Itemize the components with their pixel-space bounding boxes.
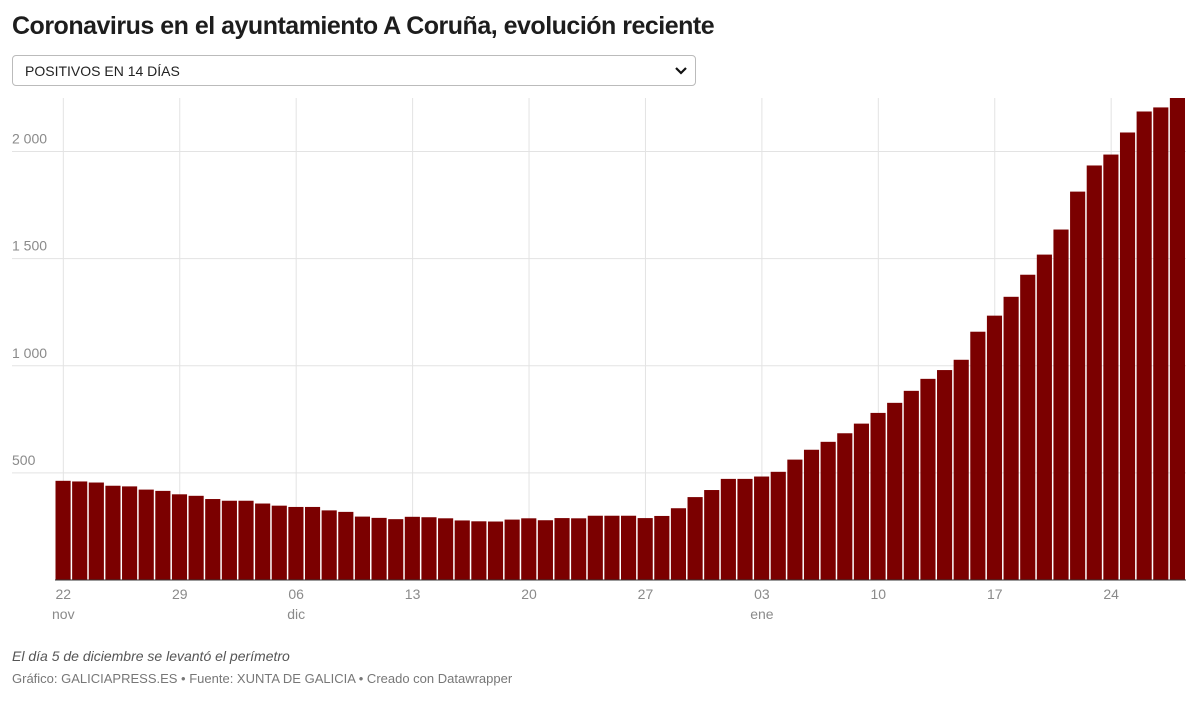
bar [1053,229,1069,580]
bar [587,515,603,580]
bar [321,510,337,580]
bar [55,480,71,580]
bar [138,489,154,580]
bar [238,500,254,580]
x-tick-label: 29 [172,586,188,602]
bar [438,518,454,580]
bar [820,441,836,580]
x-tick-label: 10 [871,586,887,602]
bar [521,518,537,580]
bar [637,518,653,580]
bar [937,370,953,580]
bar [1103,154,1119,580]
bar [105,485,121,580]
bar [1020,274,1036,580]
bar [903,390,919,580]
bar [770,471,786,580]
bar [537,520,553,580]
x-tick-label: 20 [521,586,537,602]
bar [304,506,321,580]
bar [1169,98,1185,580]
bar [388,519,404,580]
bar [271,505,287,580]
x-tick-label: 17 [987,586,1003,602]
bar [687,497,703,580]
bar [487,521,504,580]
source: Gráfico: GALICIAPRESS.ES • Fuente: XUNTA… [12,671,513,686]
bar [1136,111,1152,580]
bar [188,495,204,580]
bar [737,478,753,580]
bar [920,378,936,580]
bar [670,508,687,580]
bar [953,359,969,580]
x-month-label: ene [750,606,774,622]
bar [1153,107,1169,580]
bar [221,500,237,580]
bar [787,459,803,580]
bar [454,520,470,580]
y-tick-label: 500 [12,452,36,468]
bar [1070,191,1086,580]
x-tick-label: 03 [754,586,770,602]
bar [720,478,736,580]
note: El día 5 de diciembre se levantó el perí… [12,648,290,664]
x-month-label: nov [52,606,75,622]
bar [571,518,587,580]
x-tick-label: 24 [1103,586,1119,602]
bar [354,516,371,580]
bar [803,449,820,580]
x-tick-label: 22 [56,586,72,602]
bar [654,515,670,580]
bar [970,331,986,580]
bar [88,482,104,580]
bar [837,433,853,580]
bar [471,521,487,580]
y-tick-label: 1 500 [12,238,47,254]
bar [288,506,304,580]
x-tick-label: 06 [288,586,304,602]
bar [155,490,171,580]
bar [171,494,188,580]
x-month-label: dic [287,606,305,622]
bar [604,515,620,580]
bar [986,315,1003,580]
bar [621,515,637,580]
x-tick-label: 27 [638,586,654,602]
bar [371,517,387,580]
metric-dropdown[interactable]: POSITIVOS EN 14 DÍAS [12,55,696,86]
bar [1086,165,1102,581]
bar [1036,254,1052,581]
bar [122,486,138,580]
bar [1003,296,1019,580]
y-tick-label: 1 000 [12,345,47,361]
bar [338,511,354,580]
bar [754,476,770,580]
bar [870,412,886,580]
y-tick-label: 2 000 [12,131,47,147]
bar [554,518,570,580]
bar [72,481,88,580]
bar [421,517,437,580]
chart-title: Coronavirus en el ayuntamiento A Coruña,… [12,12,715,40]
x-tick-label: 13 [405,586,421,602]
bar [255,503,271,580]
bar [887,402,903,580]
bar [704,490,720,580]
bar [1119,132,1136,580]
bar [404,516,420,580]
dropdown-label: POSITIVOS EN 14 DÍAS [25,63,180,79]
bar [853,423,869,580]
chevron [675,67,687,75]
bar [504,519,520,580]
bar [205,499,221,580]
